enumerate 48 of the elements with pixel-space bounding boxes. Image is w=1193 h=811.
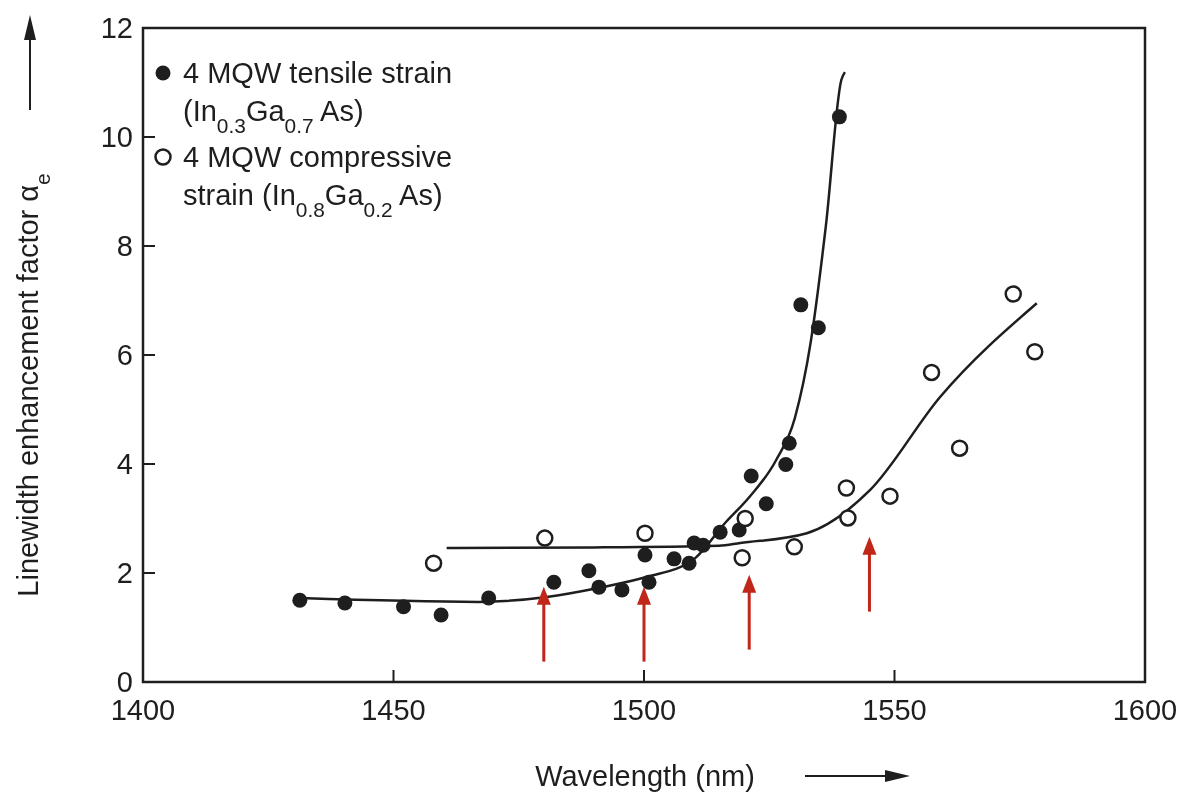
point: [785, 538, 804, 556]
point: [793, 297, 809, 313]
point: [712, 524, 728, 540]
point: [424, 554, 443, 572]
point: [681, 555, 697, 571]
point: [781, 435, 797, 451]
x-tick-label: 1600: [1112, 694, 1178, 726]
point: [736, 509, 754, 528]
x-axis-title: Wavelength (nm): [535, 760, 755, 792]
y-tick-label: 6: [116, 339, 133, 371]
x-tick-label: 1500: [611, 694, 677, 726]
y-tick-label: 8: [116, 230, 133, 262]
x-tick-label: 1550: [862, 694, 927, 726]
point: [810, 320, 826, 336]
y-tick-label: 4: [116, 448, 133, 480]
point: [778, 457, 794, 473]
point: [396, 599, 412, 615]
point: [839, 509, 857, 527]
point: [666, 551, 682, 567]
point: [758, 496, 774, 512]
point: [1026, 342, 1044, 361]
point: [433, 607, 449, 623]
point: [837, 479, 856, 497]
point: [641, 574, 657, 590]
point: [614, 582, 630, 598]
point: [481, 590, 497, 606]
y-tick-label: 10: [100, 121, 133, 153]
point: [637, 547, 653, 563]
point: [743, 468, 759, 484]
point: [536, 529, 554, 547]
point: [636, 524, 654, 542]
point: [950, 439, 969, 457]
point: [1004, 285, 1022, 303]
y-tick-label: 2: [116, 557, 133, 589]
point: [591, 579, 607, 595]
point: [922, 363, 941, 382]
point: [546, 574, 562, 590]
point: [581, 563, 597, 579]
point: [881, 487, 899, 505]
point: [733, 548, 751, 567]
y-tick-label: 12: [100, 12, 133, 44]
point: [695, 537, 711, 553]
point: [337, 595, 353, 611]
x-tick-label: 1450: [361, 694, 426, 726]
point: [831, 109, 847, 125]
legend-label: 4 MQW tensile strain (In$_{0.3}$Ga$_{0.7}$ As): [183, 57, 453, 137]
legend-label: 4 MQW compressive strain (In$_{0.8}$Ga$_{0.2}$ As): [183, 141, 453, 221]
point: [292, 592, 308, 608]
